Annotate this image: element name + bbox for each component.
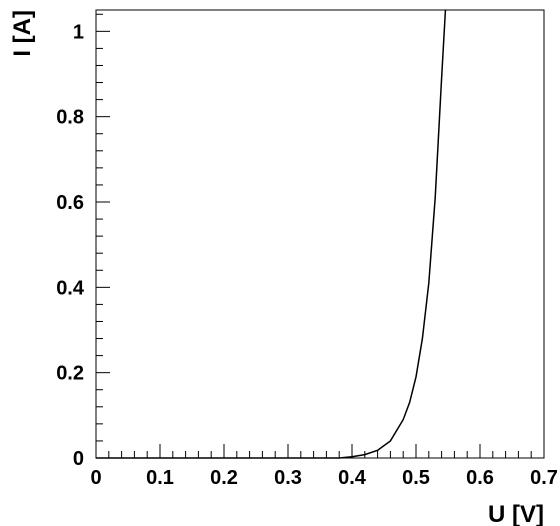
y-axis-tick-labels: 0 0.2 0.4 0.6 0.8 1: [56, 21, 85, 470]
x-tick-label: 0: [90, 467, 101, 489]
x-tick-label: 0.6: [466, 467, 494, 489]
x-tick-label: 0.2: [210, 467, 238, 489]
y-tick-label: 0.8: [56, 107, 84, 129]
y-axis-title: I [A]: [9, 10, 36, 57]
x-tick-label: 0.4: [338, 467, 367, 489]
y-tick-label: 1: [73, 21, 84, 43]
x-tick-label: 0.7: [530, 467, 558, 489]
y-axis-ticks: [96, 13, 110, 459]
x-tick-label: 0.5: [402, 467, 430, 489]
x-tick-label: 0.1: [146, 467, 174, 489]
series-layer: [96, 9, 447, 459]
y-tick-label: 0.4: [56, 277, 85, 299]
x-axis-tick-labels: 0 0.1 0.2 0.3 0.4 0.5 0.6 0.7: [90, 467, 557, 489]
x-axis-title: U [V]: [488, 501, 544, 526]
y-tick-label: 0: [73, 448, 84, 470]
plot-frame: [95, 9, 545, 459]
y-tick-label: 0.2: [56, 363, 84, 385]
y-tick-label: 0.6: [56, 192, 84, 214]
x-tick-label: 0.3: [274, 467, 302, 489]
x-axis-ticks: [95, 444, 545, 458]
series-line: [96, 9, 447, 459]
